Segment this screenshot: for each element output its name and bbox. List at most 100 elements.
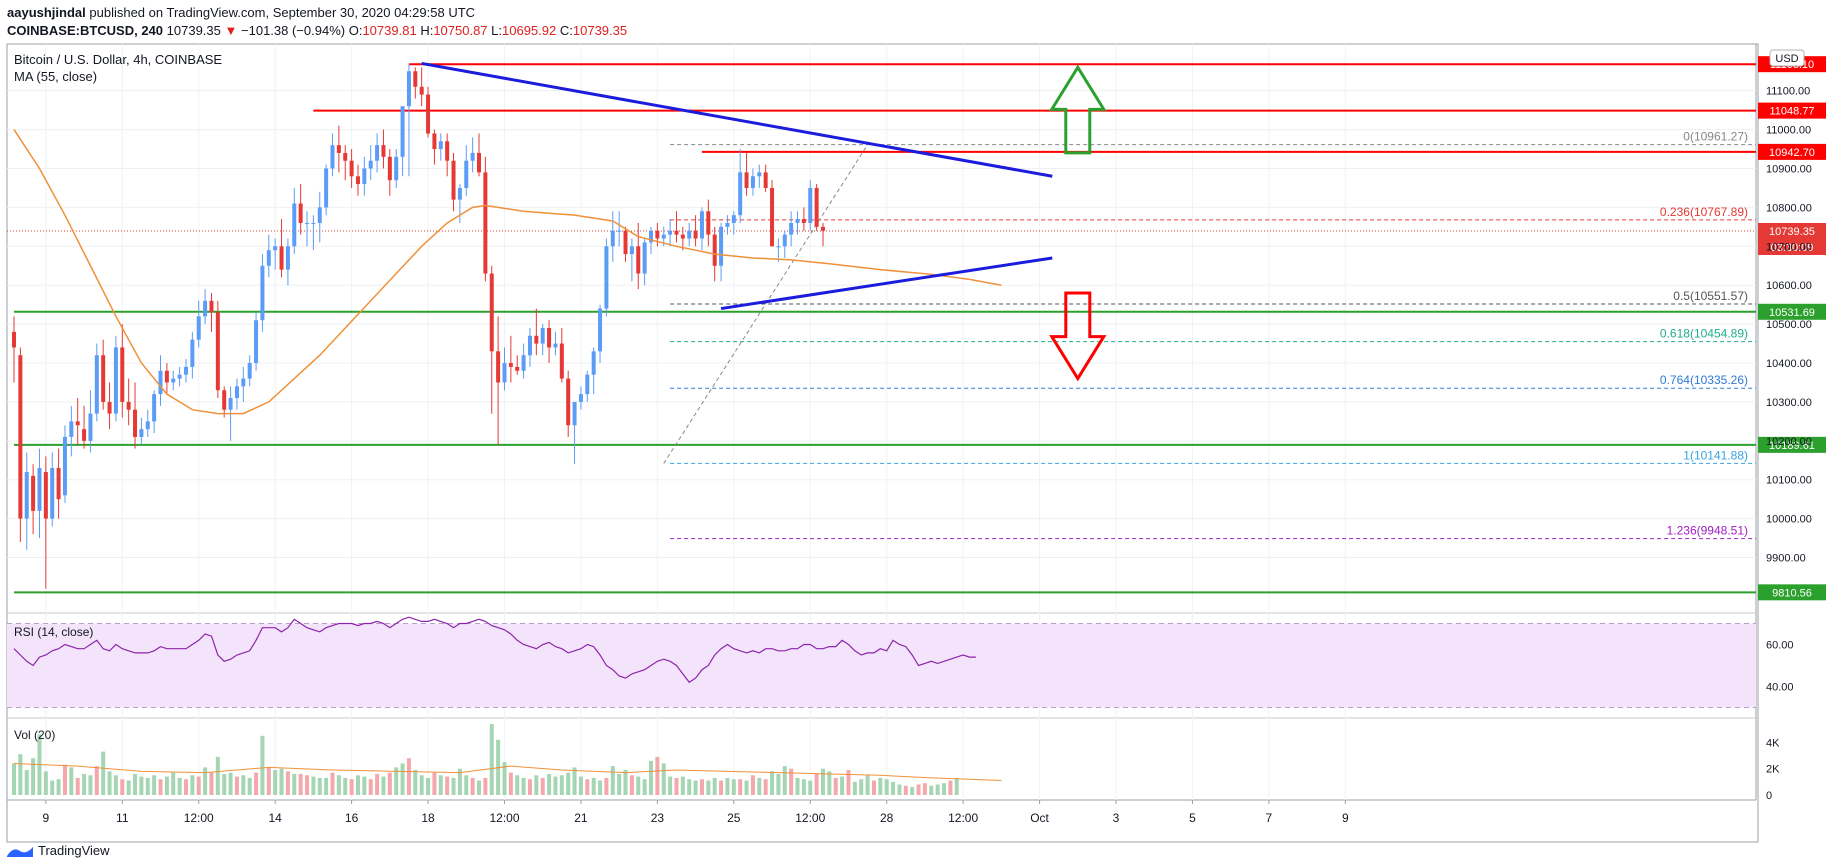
volume-bar [572,767,577,795]
volume-bar [24,770,29,795]
time-axis-tick: 3 [1113,811,1120,825]
author-name[interactable]: aayushjindal [7,5,86,20]
candle-body [572,401,577,426]
volume-bar [693,780,698,795]
candle-body [814,187,819,227]
candle-body [139,429,144,437]
rsi-pane[interactable] [7,616,1756,708]
candle-body [502,363,507,383]
level-price-label: 10942.70 [1769,147,1815,159]
volume-bar [852,781,857,795]
candle-body [432,133,437,150]
candle-body [101,355,106,402]
volume-bar [719,780,724,795]
up-arrow-icon [1049,64,1107,155]
candle-body [18,355,23,519]
candle-body [82,429,87,441]
time-axis-tick: 7 [1266,811,1273,825]
rsi-legend: RSI (14, close) [14,625,93,639]
tradingview-logo[interactable]: TradingView [6,843,110,858]
candle-body [527,335,532,356]
price-axis-tick: 11100.00 [1766,86,1810,98]
candle-body [88,413,93,441]
volume-bar [279,768,284,795]
volume-bar [699,779,704,795]
candle-body [336,145,341,153]
volume-bar [750,775,755,795]
candle-body [31,475,36,511]
candle-body [330,145,335,169]
volume-bar [578,776,583,795]
volume-bar [642,779,647,795]
time-axis-tick: 12:00 [184,811,214,825]
volume-pane[interactable] [12,724,1002,795]
volume-bar [317,777,322,795]
open-value: 10739.81 [362,23,417,38]
level-price-label: 9810.56 [1772,587,1812,599]
volume-bar [88,775,93,795]
volume-bar [865,775,870,795]
volume-bar [432,772,437,795]
candle-body [591,351,596,375]
candle-body [126,401,131,410]
candle-body [183,366,188,375]
candle-body [298,203,303,223]
level-price-tag [1758,303,1826,320]
candle-body [394,156,399,181]
price-axis-tick: 9900.00 [1766,553,1806,565]
volume-bar [891,781,896,795]
volume-bar [916,784,921,795]
price-axis-tick: 10200.00 [1766,436,1812,448]
candle-body [292,203,297,247]
volume-bar [158,779,163,795]
candle-body [228,398,233,410]
volume-bar [483,777,488,795]
time-axis-tick: 21 [574,811,588,825]
candle-body [209,300,214,313]
volume-axis-tick: 2K [1766,764,1780,776]
candle-body [285,246,290,270]
candle-body [674,230,679,235]
ma-55-line [13,129,1002,415]
candle-body [636,246,641,274]
candle-body [324,168,329,208]
candle-body [241,378,246,387]
price-axis-tick: 10300.00 [1766,397,1812,409]
candle-body [368,160,373,169]
volume-bar [840,776,845,795]
volume-bar [120,779,125,795]
candle-body [94,355,99,414]
candle-body [375,145,380,161]
candle-body [222,390,227,410]
volume-bar [451,777,456,795]
volume-bar [343,777,348,795]
volume-bar [394,767,399,795]
fib-level-label: 0(10961.27) [1683,130,1748,144]
candle-body [731,215,736,223]
axes: 11168.1011048.7710942.7010531.6910189.61… [43,56,1826,825]
price-pane[interactable]: 0(10961.27) 0.236(10767.89) 0.5(10551.57) 0… [7,44,1756,800]
volume-bar [183,779,188,795]
volume-bar [903,785,908,795]
volume-bar [789,768,794,795]
current-price-tag [1758,222,1826,255]
fib-level-label: 0.618(10454.89) [1660,327,1748,341]
candle-body [470,152,475,161]
price-axis-tick: 10800.00 [1766,202,1812,214]
symbol-label: COINBASE:BTCUSD, 240 [7,23,164,38]
fib-level-label: 1.236(9948.51) [1667,524,1748,538]
volume-bar [203,767,208,795]
currency-badge[interactable] [1769,49,1805,67]
level-price-label: 11048.77 [1769,106,1814,118]
chart-header: aayushjindal published on TradingView.co… [0,0,1828,44]
volume-bar [94,766,99,795]
candle-body [190,339,195,367]
ohlc-line: COINBASE:BTCUSD, 240 10739.35 ▼ −101.38 … [7,23,627,38]
low-value: 10695.92 [502,23,557,38]
volume-bar [617,773,622,795]
volume-bar [489,724,494,795]
candle-body [598,308,603,352]
volume-bar [884,779,889,795]
candle-body [107,401,112,414]
